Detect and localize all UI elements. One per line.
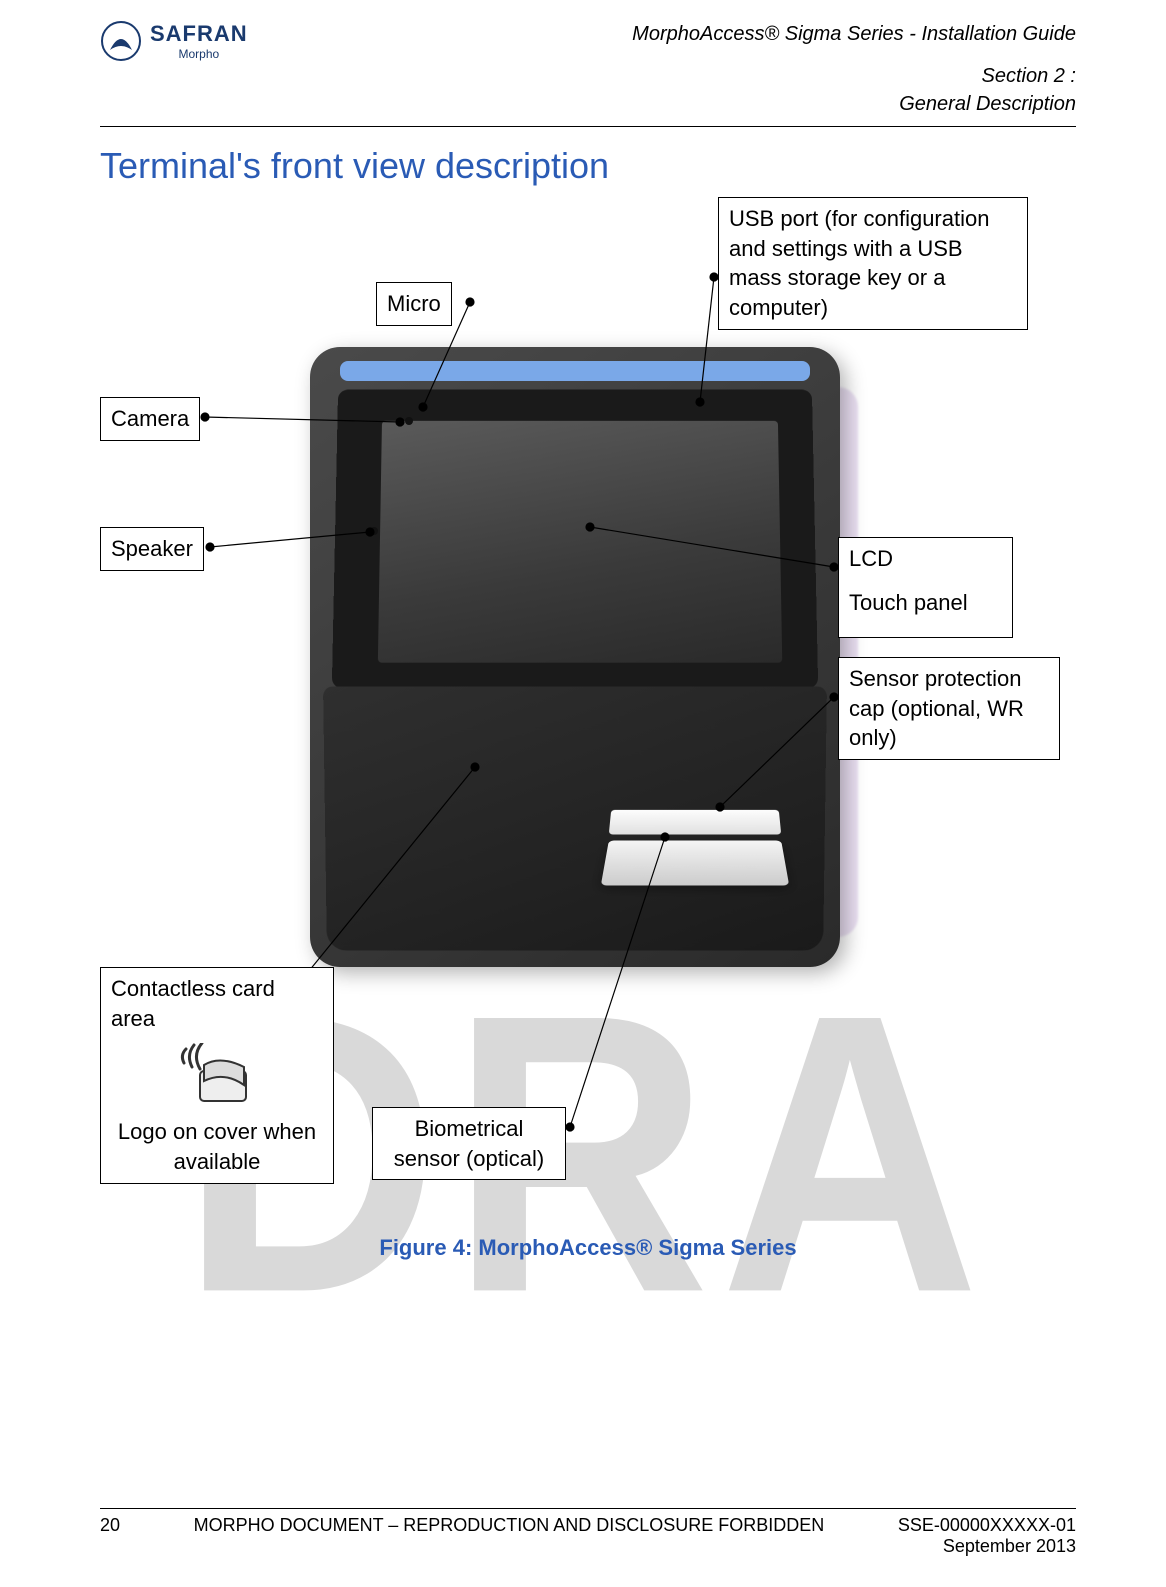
label-usb-text: USB port (for configuration and settings… [729,206,989,320]
label-camera-text: Camera [111,406,189,431]
label-speaker-text: Speaker [111,536,193,561]
brand-name: SAFRAN [150,21,248,47]
page-title: Terminal's front view description [100,145,1076,187]
brand-sub: Morpho [178,47,219,61]
footer-page-number: 20 [100,1515,120,1557]
header-right: MorphoAccess® Sigma Series - Installatio… [632,20,1076,118]
label-usb: USB port (for configuration and settings… [718,197,1028,330]
label-sensor-cap-text: Sensor protection cap (optional, WR only… [849,666,1024,750]
page-footer: 20 MORPHO DOCUMENT – REPRODUCTION AND DI… [100,1508,1076,1557]
label-micro: Micro [376,282,452,326]
footer-ref: SSE-00000XXXXX-01 [898,1515,1076,1536]
doc-title: MorphoAccess® Sigma Series - Installatio… [632,20,1076,48]
label-contactless-line2: Logo on cover when available [111,1117,323,1176]
section-line2: General Description [632,90,1076,118]
section-line1: Section 2 : [632,62,1076,90]
device-illustration [310,347,840,967]
figure-caption: Figure 4: MorphoAccess® Sigma Series [100,1235,1076,1261]
footer-disclaimer: MORPHO DOCUMENT – REPRODUCTION AND DISCL… [194,1515,825,1557]
label-biometric: Biometrical sensor (optical) [372,1107,566,1180]
brand-logo: SAFRAN Morpho [100,20,248,62]
label-lcd: LCD Touch panel [838,537,1013,638]
diagram: DRA [100,197,1080,1207]
label-contactless-line1: Contactless card area [111,974,323,1033]
label-contactless: Contactless card area Logo on cover when… [100,967,334,1184]
safran-logo-icon [100,20,142,62]
label-lcd-line2: Touch panel [849,588,1002,618]
label-speaker: Speaker [100,527,204,571]
label-micro-text: Micro [387,291,441,316]
footer-date: September 2013 [898,1536,1076,1557]
label-camera: Camera [100,397,200,441]
label-sensor-cap: Sensor protection cap (optional, WR only… [838,657,1060,760]
page-header: SAFRAN Morpho MorphoAccess® Sigma Series… [100,20,1076,127]
label-biometric-text: Biometrical sensor (optical) [394,1116,544,1171]
label-lcd-line1: LCD [849,544,1002,574]
contactless-icon [178,1043,256,1105]
